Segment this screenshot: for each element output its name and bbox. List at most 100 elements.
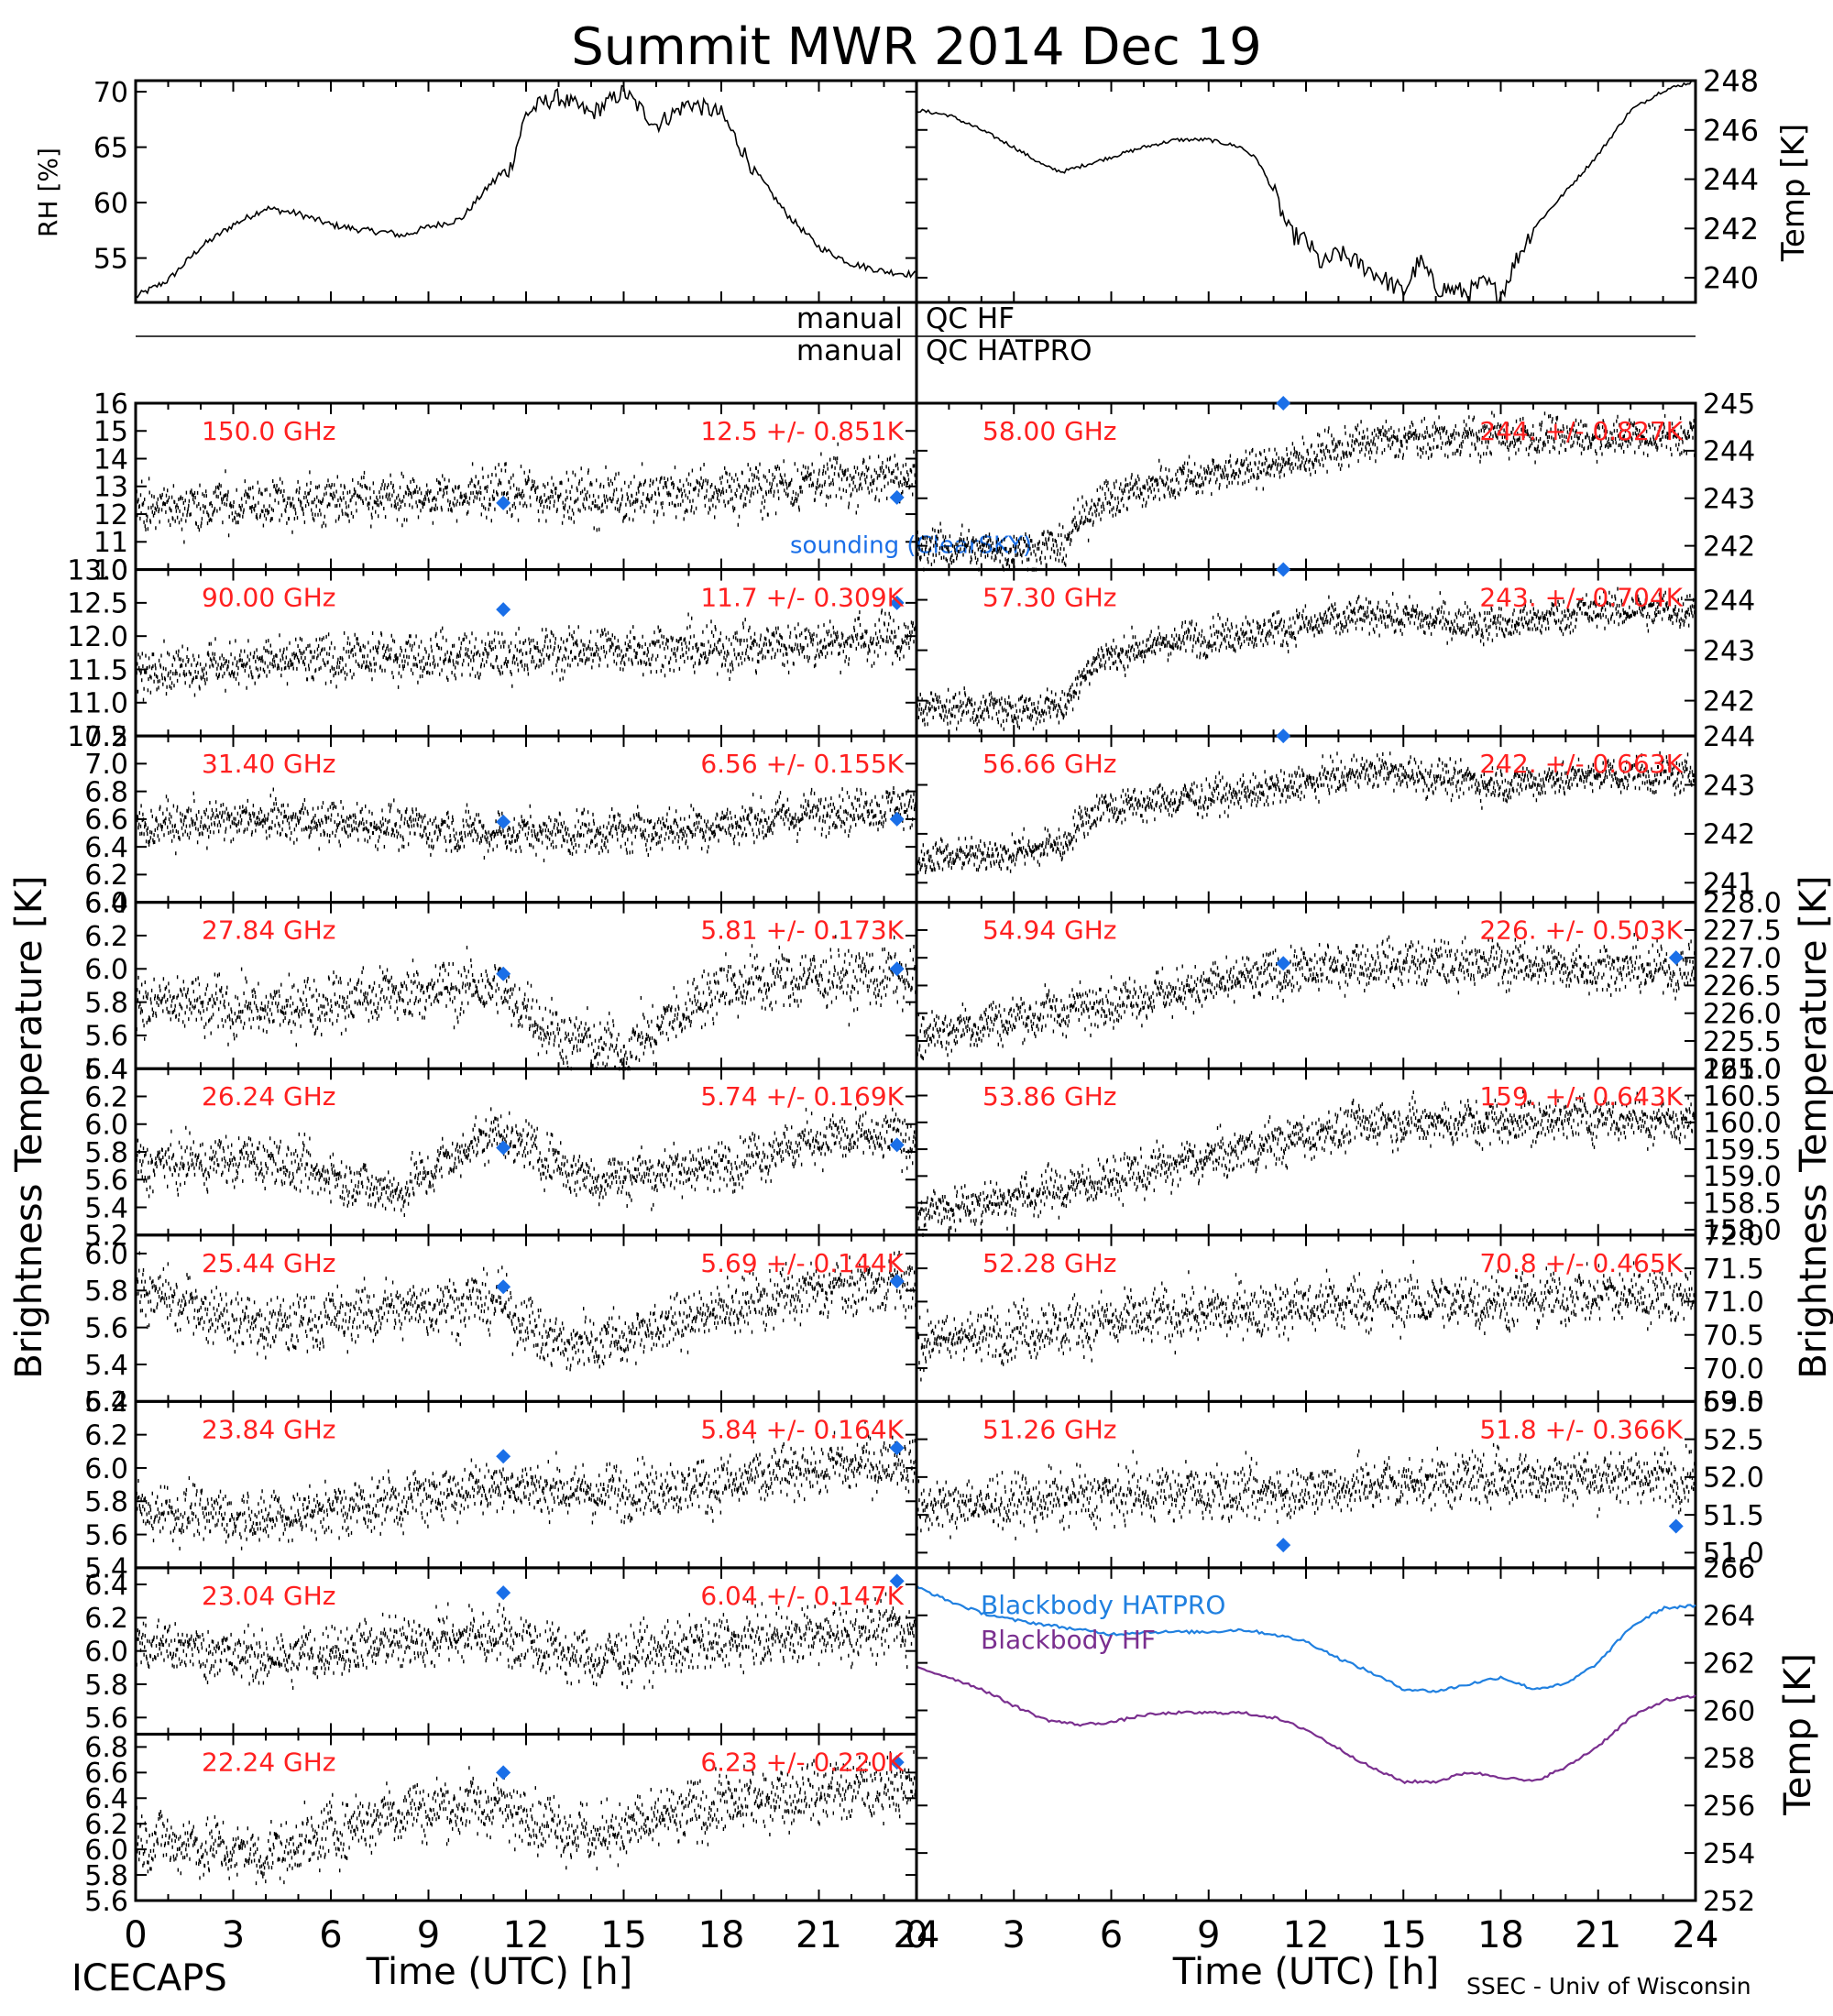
r6-data-points bbox=[916, 1442, 1696, 1540]
y-tick-label: 227.0 bbox=[1703, 943, 1782, 975]
l1-sounding-marker bbox=[496, 602, 511, 618]
y-tick-label: 12.5 bbox=[67, 588, 128, 620]
y-tick-label: 242 bbox=[1703, 685, 1755, 718]
y-tick-label: 6.4 bbox=[84, 1783, 128, 1815]
l1-sounding-marker bbox=[889, 595, 905, 610]
y-tick-label: 60 bbox=[93, 188, 128, 220]
y-tick-label: 240 bbox=[1703, 261, 1759, 296]
x-axis-title-right: Time (UTC) [h] bbox=[1172, 1951, 1439, 1993]
y-tick-label: 16 bbox=[93, 389, 128, 421]
l4-data-points bbox=[135, 1106, 917, 1217]
rh-y-label: RH [%] bbox=[33, 148, 63, 237]
y-tick-label: 244 bbox=[1703, 162, 1759, 197]
y-tick-label: 158.0 bbox=[1703, 1215, 1782, 1247]
y-tick-label: 52.5 bbox=[1703, 1424, 1764, 1456]
y-tick-label: 5.8 bbox=[84, 1137, 128, 1169]
y-tick-label: 65 bbox=[93, 132, 128, 164]
x-axis-tick-labels: 0 0 3 3 6 6 9 9 12 12 15 15 18 18 21 21 24 24 bbox=[124, 1914, 1718, 1956]
y-tick-label: 5.6 bbox=[84, 1021, 128, 1053]
x-tick-label-right: 18 bbox=[1477, 1914, 1524, 1956]
y-tick-label: 7.2 bbox=[84, 721, 128, 753]
y-tick-label: 6.8 bbox=[84, 1732, 128, 1764]
l2-data-points bbox=[135, 786, 917, 862]
l4-freq-label: 26.24 GHz bbox=[202, 1081, 336, 1112]
r6-sounding-marker bbox=[1276, 1538, 1291, 1553]
y-tick-label: 6.4 bbox=[84, 1386, 128, 1419]
l3-sounding-marker bbox=[496, 966, 511, 981]
r3-data-points bbox=[916, 933, 1696, 1061]
y-tick-label: 266 bbox=[1703, 1553, 1755, 1585]
y-tick-label: 5.6 bbox=[84, 1703, 128, 1735]
x-tick-label-left: 18 bbox=[698, 1914, 745, 1956]
y-tick-label: 15 bbox=[93, 416, 128, 448]
qc-hatpro-label-right: QC HATPRO bbox=[926, 334, 1092, 367]
l0-data-points bbox=[135, 442, 917, 544]
y-tick-label: 244 bbox=[1703, 721, 1755, 753]
y-tick-label: 256 bbox=[1703, 1791, 1755, 1823]
y-tick-label: 227.5 bbox=[1703, 915, 1782, 948]
y-tick-label: 6.4 bbox=[84, 832, 128, 864]
y-tick-label: 226.5 bbox=[1703, 970, 1782, 1003]
l5-sounding-marker bbox=[496, 1279, 511, 1295]
y-tick-label: 242 bbox=[1703, 531, 1755, 563]
l7-sounding-marker bbox=[496, 1585, 511, 1601]
l1-stat-label: 11.7 +/- 0.309K bbox=[700, 583, 904, 613]
l1-data-points bbox=[135, 608, 917, 702]
r5-freq-label: 52.28 GHz bbox=[982, 1248, 1117, 1278]
temp-y-label: Temp [K] bbox=[1775, 124, 1812, 262]
y-tick-label: 225.0 bbox=[1703, 1054, 1782, 1086]
x-tick-label-left: 6 bbox=[319, 1914, 342, 1956]
x-tick-label-right: 12 bbox=[1283, 1914, 1330, 1956]
y-tick-label: 5.4 bbox=[84, 1553, 128, 1585]
y-tick-label: 264 bbox=[1703, 1601, 1755, 1633]
y-tick-label: 11.5 bbox=[67, 654, 128, 686]
y-tick-label: 11.0 bbox=[67, 688, 128, 720]
y-tick-label: 10 bbox=[93, 554, 128, 586]
y-tick-label: 160.5 bbox=[1703, 1080, 1782, 1112]
l4-sounding-marker bbox=[889, 1137, 905, 1153]
y-tick-label: 254 bbox=[1703, 1838, 1755, 1870]
x-tick-label-left: 24 bbox=[894, 1914, 940, 1956]
y-tick-label: 51.0 bbox=[1703, 1538, 1764, 1570]
y-tick-label: 248 bbox=[1703, 64, 1759, 99]
x-tick-label-left: 12 bbox=[503, 1914, 550, 1956]
y-tick-label: 7.0 bbox=[84, 749, 128, 781]
x-tick-label-right: 15 bbox=[1380, 1914, 1427, 1956]
r3-stat-label: 226. +/- 0.503K bbox=[1479, 915, 1683, 946]
r6-stat-label: 51.8 +/- 0.366K bbox=[1479, 1414, 1683, 1444]
y-tick-label: 70 bbox=[93, 77, 128, 109]
x-tick-label-left: 15 bbox=[600, 1914, 647, 1956]
bb-line-0 bbox=[916, 1584, 1696, 1693]
y-tick-label: 13 bbox=[93, 472, 128, 504]
y-tick-label: 13.0 bbox=[67, 554, 128, 586]
r0-sounding-marker bbox=[1276, 396, 1291, 411]
l1-freq-label: 90.00 GHz bbox=[202, 583, 336, 613]
rh-line bbox=[135, 84, 917, 299]
y-tick-label: 6.0 bbox=[84, 887, 128, 919]
l7-freq-label: 23.04 GHz bbox=[202, 1581, 336, 1611]
y-axis-title-right: Brightness Temperature [K] bbox=[1793, 875, 1833, 1378]
l0-sounding-marker bbox=[496, 495, 511, 510]
y-tick-label: 158.5 bbox=[1703, 1188, 1782, 1220]
y-tick-label: 161.0 bbox=[1703, 1054, 1782, 1086]
l6-sounding-marker bbox=[496, 1449, 511, 1464]
y-tick-label: 243 bbox=[1703, 484, 1755, 516]
y-tick-label: 260 bbox=[1703, 1695, 1755, 1727]
x-tick-label-left: 0 bbox=[124, 1914, 147, 1956]
y-tick-label: 6.0 bbox=[84, 1239, 128, 1271]
y-tick-label: 5.8 bbox=[84, 1486, 128, 1518]
qc-hf-label-right: QC HF bbox=[926, 302, 1015, 335]
r6-sounding-marker bbox=[1668, 1518, 1684, 1534]
y-tick-label: 69.5 bbox=[1703, 1386, 1764, 1419]
y-tick-label: 243 bbox=[1703, 770, 1755, 802]
y-tick-label: 6.0 bbox=[84, 1453, 128, 1485]
l7-sounding-marker bbox=[889, 1573, 905, 1589]
y-tick-label: 71.5 bbox=[1703, 1254, 1764, 1286]
y-tick-label: 5.6 bbox=[84, 1519, 128, 1551]
y-tick-label: 242 bbox=[1703, 212, 1759, 247]
x-axis-title-left: Time (UTC) [h] bbox=[366, 1951, 632, 1993]
y-tick-label: 5.4 bbox=[84, 1350, 128, 1382]
y-tick-label: 244 bbox=[1703, 585, 1755, 617]
